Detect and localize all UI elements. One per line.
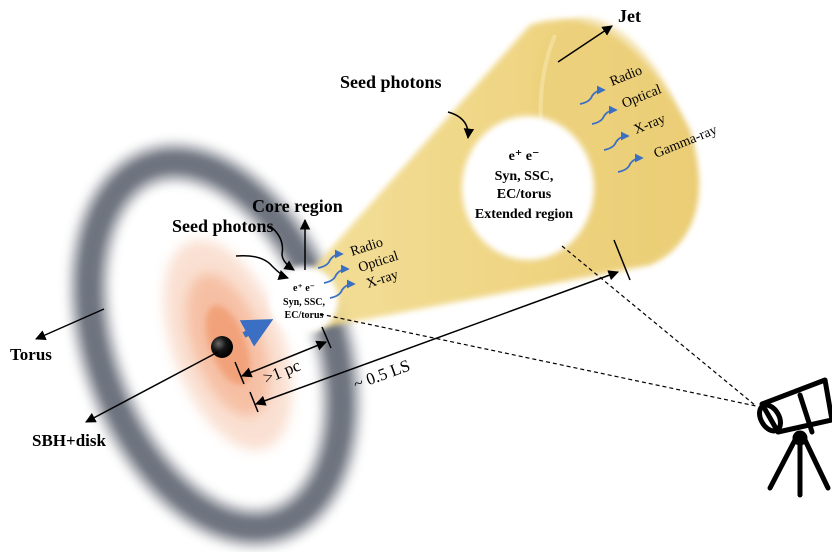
core-process-line1: Syn, SSC, xyxy=(283,297,325,308)
sbh-arrow xyxy=(85,351,219,423)
extended-process-line1: Syn, SSC, xyxy=(495,169,554,184)
core-region-label: Core region xyxy=(252,196,343,216)
telescope-icon xyxy=(757,377,832,498)
sight-lines xyxy=(319,245,757,407)
extended-particles: e⁺ e⁻ xyxy=(509,149,540,164)
core-particles: e⁺ e⁻ xyxy=(293,283,315,294)
torus-label: Torus xyxy=(10,345,52,364)
seed-photons-top-label: Seed photons xyxy=(340,72,442,92)
seed-photons-top-arrow xyxy=(447,111,475,140)
seed-photons-left-arrow-1 xyxy=(269,225,295,271)
jet-label: Jet xyxy=(618,6,641,26)
torus-arrow xyxy=(35,308,105,340)
extended-region-label: Extended region xyxy=(475,207,573,222)
distance-extended-arrow xyxy=(255,270,619,406)
extended-process-line2: EC/torus xyxy=(497,187,552,202)
seed-photons-left-label: Seed photons xyxy=(172,216,274,236)
extended-region-blob xyxy=(462,116,594,260)
distance-extended-label: ~ 0.5 LS xyxy=(351,356,413,394)
core-emission-arrows xyxy=(317,249,356,299)
core-process-line2: EC/torus xyxy=(285,310,324,321)
jet-arrow xyxy=(557,25,613,63)
extended-emission-arrows xyxy=(579,85,644,173)
annotation-lines xyxy=(35,25,631,423)
sbh-disk-label: SBH+disk xyxy=(32,431,106,450)
